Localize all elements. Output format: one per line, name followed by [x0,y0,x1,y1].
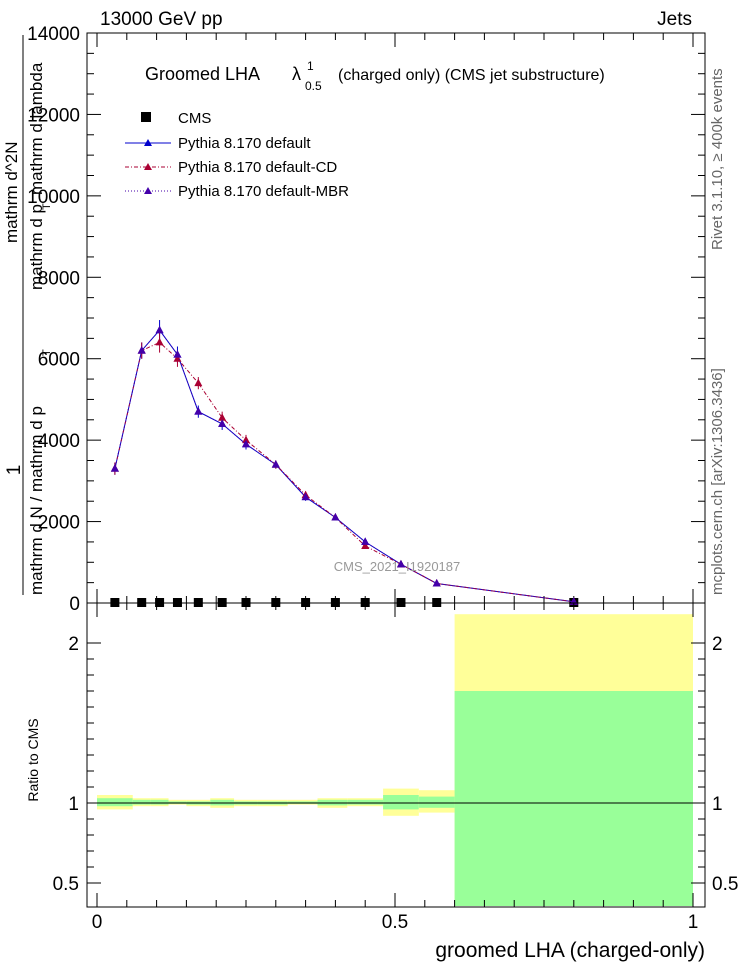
rivet-version-label: Rivet 3.1.10, ≥ 400k events [709,68,726,250]
series-line-3 [114,329,574,603]
series-point-3 [155,325,164,334]
series-point-3 [110,464,119,472]
ratio-green-band [150,799,169,805]
legend-mbr-label: Pythia 8.170 default-MBR [178,183,349,200]
ratio-y-tick-label-right: 1 [712,794,723,815]
main-y-tick-label: 14000 [27,24,80,45]
ratio-y-tick-label: 2 [68,634,79,655]
main-y-tick-label: 4000 [38,431,80,452]
ratio-bands [97,614,693,906]
ratio-ticks: 0.5 0.5 1 1 2 2 0 0.5 1 [53,603,738,933]
ylabel-dlambda: mathrm d lambda [27,62,46,195]
legend: CMS Pythia 8.170 default Pythia 8.170 de… [125,110,349,200]
series-point-3 [242,439,250,448]
ratio-y-tick-label-right: 0.5 [712,874,738,895]
title-symbol: λ [292,64,301,84]
ylabel-dpt: mathrm d p [27,204,46,290]
series-point-2 [194,378,203,387]
legend-default-label: Pythia 8.170 default [178,135,311,152]
series-point-3 [361,537,370,545]
main-y-ticks: 0 2000 4000 6000 8000 10000 12000 14000 [27,24,705,615]
main-y-tick-label: 12000 [27,105,80,126]
plot-title: Groomed LHA λ 1 0.5 (charged only) (CMS … [145,59,605,93]
series-point-2 [218,413,227,421]
ratio-green-band [418,796,455,808]
main-series-group [110,320,579,607]
ratio-y-axis-label: Ratio to CMS [25,718,41,801]
series-point-3 [331,513,340,521]
main-y-tick-label: 0 [69,594,80,615]
x-tick-label: 1 [688,912,699,933]
ylabel-one: 1 [4,465,25,476]
ratio-green-band [383,795,419,810]
x-axis-label: groomed LHA (charged-only) [435,939,705,962]
ratio-green-band [454,691,693,906]
ylabel-d2n: mathrm d^2N [2,141,21,243]
legend-cms-marker [141,112,151,122]
analysis-watermark: CMS_2021_I1920187 [334,559,461,574]
legend-default-marker [144,139,152,146]
series-point-3 [271,460,280,468]
y-axis-label: 1 mathrm d N / mathrm d p T mathrm d^2N … [2,35,53,595]
ratio-y-tick-label: 1 [68,794,79,815]
ylabel-dpt-sub: T [41,203,53,210]
series-point-3 [173,350,182,358]
legend-cd-marker [144,163,152,170]
ratio-y-tick-label-right: 2 [712,634,723,655]
series-point-3 [396,559,405,568]
series-point-3 [218,419,227,427]
main-y-tick-label: 2000 [38,513,80,534]
title-subscript: 0.5 [305,79,322,93]
x-tick-label: 0.5 [382,912,408,933]
title-superscript: 1 [307,59,314,73]
series-point-3 [301,492,310,501]
ratio-green-band [97,798,133,807]
series-point-3 [137,346,146,354]
series-point-2 [155,337,164,346]
legend-cd-label: Pythia 8.170 default-CD [178,159,337,176]
legend-mbr-marker [144,187,152,194]
main-y-tick-label: 10000 [27,187,80,208]
x-tick-label: 0 [92,912,103,933]
ratio-green-band [347,799,384,805]
ratio-y-tick-label: 0.5 [53,874,79,895]
series-point-2 [173,354,182,362]
ylabel-dn-dpt: mathrm d N / mathrm d p [27,406,46,595]
mcplots-label: mcplots.cern.ch [arXiv:1306.3436] [709,368,726,595]
legend-cms-label: CMS [178,110,211,127]
header-left: 13000 GeV pp [100,9,223,30]
title-prefix: Groomed LHA [145,64,260,84]
main-y-tick-label: 6000 [38,350,80,371]
ratio-green-band [132,799,151,805]
series-point-2 [242,435,250,444]
header-right: Jets [657,9,692,30]
main-y-tick-label: 8000 [38,268,80,289]
series-point-3 [432,578,441,587]
series-point-3 [194,407,203,415]
series-point-2 [361,541,370,549]
title-suffix: (charged only) (CMS jet substructure) [338,67,605,84]
ylabel-dn-dpt-sub: T [41,349,53,356]
